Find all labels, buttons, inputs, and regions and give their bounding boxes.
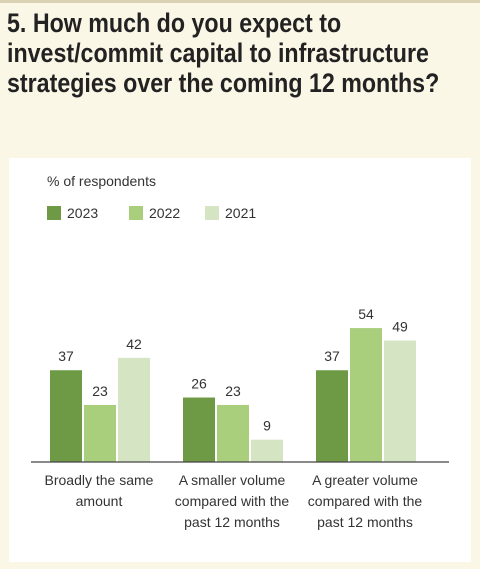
value-label-2021-1: 9 — [263, 418, 271, 434]
value-label-2021-2: 49 — [392, 318, 408, 334]
top-rule — [0, 0, 480, 3]
category-label-2-line-2: past 12 months — [317, 514, 413, 530]
bar-2021-0 — [118, 357, 150, 462]
value-label-2023-1: 26 — [191, 376, 207, 392]
category-label-2-line-1: compared with the — [308, 493, 423, 509]
bar-chart: % of respondents 2023 2022 2021 37 23 42 26 23… — [31, 173, 449, 530]
category-label-2-line-0: A greater volume — [312, 472, 418, 488]
legend-label-2021: 2021 — [225, 205, 256, 221]
legend-swatch-2021 — [205, 206, 219, 220]
legend-swatch-2022 — [129, 206, 143, 220]
category-label-0-line-1: amount — [76, 493, 123, 509]
value-label-2023-0: 37 — [58, 348, 74, 364]
category-label-0-line-0: Broadly the same — [45, 472, 154, 488]
legend-swatch-2023 — [47, 206, 61, 220]
bar-2023-1 — [183, 397, 215, 462]
category-label-1-line-0: A smaller volume — [179, 472, 286, 488]
category-label-1-line-2: past 12 months — [184, 514, 280, 530]
legend-label-2022: 2022 — [149, 205, 180, 221]
bar-2022-1 — [217, 404, 249, 462]
legend: 2023 2022 2021 — [47, 205, 256, 221]
value-label-2022-0: 23 — [92, 383, 108, 399]
bar-2022-2 — [350, 328, 382, 462]
bar-2022-0 — [84, 404, 116, 462]
bar-2021-2 — [384, 340, 416, 462]
value-label-2022-1: 23 — [225, 383, 241, 399]
bars: 37 23 42 26 23 9 37 54 49 — [50, 306, 416, 462]
value-label-2023-2: 37 — [324, 348, 340, 364]
value-label-2022-2: 54 — [358, 306, 374, 322]
category-labels: Broadly the same amount A smaller volume co… — [45, 472, 423, 530]
bar-2021-1 — [251, 439, 283, 462]
unit-label: % of respondents — [47, 173, 156, 189]
legend-label-2023: 2023 — [67, 205, 98, 221]
value-label-2021-0: 42 — [126, 336, 142, 352]
page-title: 5. How much do you expect to invest/comm… — [7, 8, 440, 98]
bar-2023-0 — [50, 370, 82, 462]
chart-panel: % of respondents 2023 2022 2021 37 23 42 26 23… — [9, 158, 471, 562]
bar-2023-2 — [316, 370, 348, 462]
category-label-1-line-1: compared with the — [175, 493, 290, 509]
